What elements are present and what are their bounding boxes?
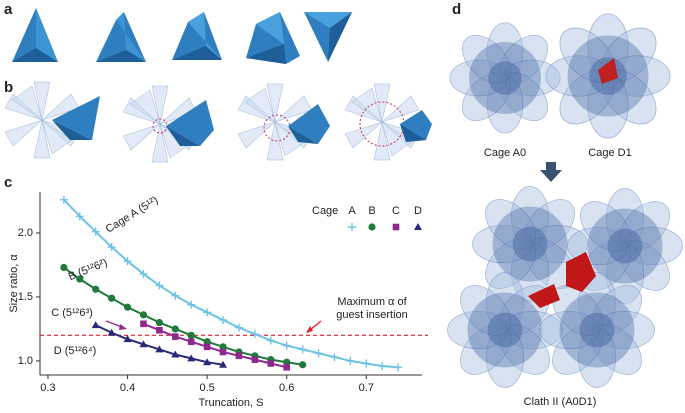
label-arrow	[105, 320, 123, 328]
marker	[250, 330, 259, 339]
x-tick-label: 0.6	[279, 382, 294, 394]
marker	[203, 338, 211, 346]
marker	[140, 320, 147, 328]
series-line	[63, 266, 303, 366]
series-line	[63, 198, 399, 369]
marker	[266, 336, 275, 345]
marker	[203, 343, 211, 351]
truncated-tetrahedra	[12, 8, 352, 64]
marker	[235, 352, 243, 360]
marker	[394, 363, 403, 372]
annotation: guest insertion	[336, 309, 408, 321]
marker	[346, 356, 355, 365]
series-label: C (5¹²6³)	[51, 307, 93, 319]
marker	[123, 257, 132, 266]
marker	[187, 331, 195, 339]
x-tick-label: 0.7	[359, 382, 374, 394]
legend-title: Cage	[312, 205, 338, 217]
marker	[92, 285, 100, 293]
x-tick-label: 0.5	[199, 382, 214, 394]
marker	[219, 315, 228, 324]
marker	[330, 353, 339, 362]
marker	[219, 343, 227, 351]
legend-label: A	[348, 205, 356, 217]
cage-label: Cage D1	[588, 147, 631, 159]
series-label: Cage A (5¹²)	[104, 194, 161, 236]
series-label: D (5¹²6⁴)	[54, 345, 97, 357]
cage-label: Cage A0	[484, 147, 526, 159]
chart: 0.3 0.4 0.5 0.6 0.7 1.0 1.5 2.0 Truncation, S Siz…	[8, 192, 428, 409]
legend-marker	[392, 223, 400, 231]
panel-label: c	[4, 174, 12, 191]
marker	[219, 360, 228, 368]
marker	[155, 281, 164, 290]
marker	[362, 359, 371, 368]
legend-label: C	[392, 205, 400, 217]
annotation: Maximum α of	[337, 296, 407, 308]
marker	[75, 212, 84, 221]
marker	[123, 303, 132, 311]
marker	[234, 323, 243, 332]
annotation-arrow	[309, 320, 322, 331]
marker	[171, 291, 180, 300]
arrow-head	[119, 324, 127, 330]
y-tick-label: 2.0	[18, 227, 33, 239]
marker	[171, 350, 180, 358]
marker	[156, 326, 163, 334]
marker	[267, 360, 275, 367]
legend-label: D	[414, 205, 422, 217]
marker	[171, 333, 179, 340]
marker	[171, 325, 179, 333]
marker	[155, 345, 164, 353]
arrow-head	[306, 326, 313, 333]
clathrate-label: Clath II (A0D1)	[524, 396, 597, 408]
marker	[378, 362, 387, 371]
marker	[251, 356, 259, 363]
marker	[187, 338, 195, 346]
series-label: B (5¹²6²)	[67, 257, 109, 283]
y-tick-label: 1.5	[18, 291, 33, 303]
panel-label: a	[4, 1, 13, 18]
marker	[139, 269, 148, 278]
legend-label: B	[368, 205, 375, 217]
marker	[123, 335, 132, 343]
marker	[155, 318, 163, 327]
marker	[282, 341, 291, 350]
y-axis-label: Size ratio, α	[8, 254, 20, 313]
marker	[283, 358, 291, 366]
marker	[219, 348, 227, 356]
cage-structures: Cage A0 Cage D1 Clath II (A0D1)	[446, 13, 684, 408]
x-tick-label: 0.4	[120, 382, 135, 394]
marker	[203, 308, 212, 317]
x-tick-label: 0.3	[40, 382, 55, 394]
marker	[187, 300, 196, 309]
marker	[107, 328, 116, 336]
marker	[314, 349, 323, 358]
marker	[298, 345, 307, 354]
marker	[91, 321, 100, 329]
legend-marker	[414, 223, 422, 230]
marker	[59, 195, 68, 204]
marker	[60, 263, 68, 272]
marker	[139, 311, 148, 319]
marker	[283, 364, 291, 371]
cage-assemblies	[4, 81, 432, 163]
marker	[299, 361, 307, 369]
marker	[108, 294, 116, 302]
x-axis-label: Truncation, S	[198, 397, 263, 409]
panel-label: b	[4, 79, 13, 96]
marker	[76, 275, 84, 283]
y-tick-label: 1.0	[18, 355, 33, 367]
series-line	[143, 322, 287, 369]
marker	[91, 227, 100, 236]
marker	[139, 340, 148, 348]
marker	[187, 354, 196, 362]
marker	[203, 358, 212, 366]
legend-marker	[348, 223, 356, 231]
panel-label: d	[452, 1, 461, 18]
marker	[107, 243, 116, 252]
legend-marker	[368, 223, 376, 231]
